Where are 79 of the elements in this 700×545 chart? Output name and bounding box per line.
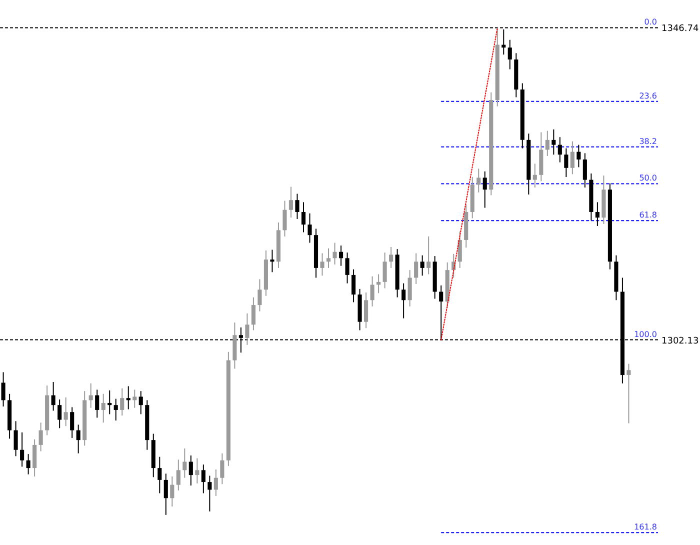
y-tick-label: 1346.74 bbox=[662, 24, 699, 34]
candlestick bbox=[382, 252, 387, 289]
candlestick bbox=[364, 292, 368, 329]
candlestick bbox=[201, 464, 206, 494]
candlestick bbox=[182, 448, 187, 478]
annotation: 23.6 bbox=[639, 91, 657, 100]
candlestick bbox=[308, 212, 312, 244]
candlestick bbox=[558, 136, 562, 163]
candlestick bbox=[288, 186, 294, 218]
candlestick bbox=[195, 458, 200, 484]
candlestick bbox=[101, 393, 106, 424]
candlestick bbox=[132, 389, 137, 408]
candlestick bbox=[38, 422, 43, 452]
candlestick bbox=[414, 252, 418, 285]
candlestick bbox=[570, 140, 574, 175]
candlestick bbox=[164, 473, 168, 516]
candlestick bbox=[332, 242, 337, 265]
candlestick bbox=[351, 268, 356, 303]
candlestick bbox=[114, 398, 118, 421]
candlestick bbox=[476, 168, 481, 193]
annotation: 0.0 bbox=[644, 18, 657, 27]
candlestick bbox=[120, 388, 124, 416]
candlestick bbox=[1, 372, 6, 407]
candlestick bbox=[126, 386, 130, 410]
annotation: 100.0 bbox=[634, 330, 657, 339]
annotation: 161.8 bbox=[634, 522, 657, 532]
candlestick bbox=[251, 296, 256, 331]
candlestick bbox=[389, 246, 394, 268]
candlestick bbox=[214, 468, 218, 497]
y-tick-label: 1302.13 bbox=[662, 336, 699, 346]
candlestick bbox=[14, 420, 18, 457]
candlestick bbox=[595, 202, 600, 226]
annotation: 38.2 bbox=[639, 136, 657, 146]
candlestick bbox=[420, 254, 424, 276]
candlestick bbox=[108, 390, 112, 415]
candlestick bbox=[426, 236, 431, 275]
candlestick bbox=[576, 144, 581, 168]
candlestick bbox=[532, 163, 537, 188]
candlestick bbox=[320, 252, 324, 276]
candlestick bbox=[326, 248, 331, 268]
candlestick bbox=[270, 249, 274, 273]
candlestick bbox=[508, 39, 512, 70]
candlestick bbox=[545, 130, 550, 157]
candlestick bbox=[245, 312, 250, 346]
candlestick bbox=[626, 363, 631, 424]
candlestick bbox=[138, 390, 143, 415]
candlestick bbox=[158, 456, 162, 494]
candlestick bbox=[220, 452, 224, 485]
candlestick bbox=[345, 252, 350, 284]
candlestick bbox=[552, 128, 556, 156]
candlestick bbox=[301, 202, 306, 233]
candlestick bbox=[70, 406, 74, 438]
candlestick bbox=[58, 398, 62, 429]
candlestick bbox=[258, 278, 262, 312]
annotation: 61.8 bbox=[639, 210, 657, 220]
candlestick bbox=[188, 454, 193, 486]
candlestick bbox=[582, 152, 587, 188]
annotation: 50.0 bbox=[639, 174, 657, 183]
candlestick bbox=[458, 231, 462, 268]
candlestick bbox=[20, 432, 24, 468]
candlestick bbox=[32, 438, 37, 477]
candlestick bbox=[26, 454, 30, 475]
candlestick bbox=[338, 245, 344, 266]
candlestick bbox=[88, 382, 93, 408]
candlestick bbox=[176, 459, 180, 491]
candlestick bbox=[282, 200, 287, 237]
candlestick bbox=[95, 389, 100, 418]
candlestick bbox=[76, 424, 80, 454]
candlestick bbox=[170, 476, 174, 508]
candlestick bbox=[402, 282, 406, 319]
candlestick bbox=[370, 276, 374, 307]
candlestick bbox=[439, 284, 444, 340]
candlestick bbox=[295, 193, 300, 220]
candlestick bbox=[482, 170, 487, 208]
candlestick bbox=[51, 381, 56, 412]
candlestick bbox=[64, 396, 68, 427]
candlestick bbox=[564, 148, 568, 178]
candlestick bbox=[208, 475, 212, 512]
candlestick bbox=[408, 270, 412, 307]
